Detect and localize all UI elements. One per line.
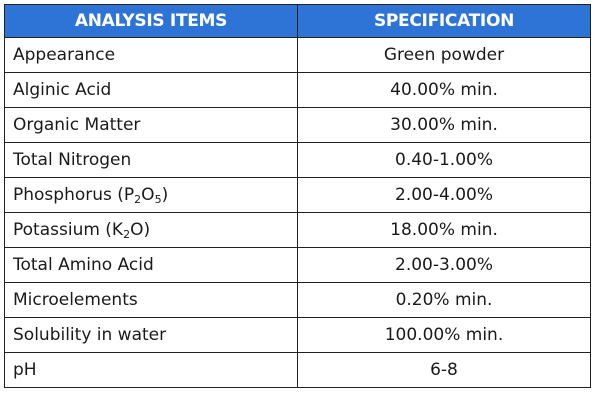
phosphorus-label-b: O xyxy=(141,185,155,205)
table-row: Organic Matter 30.00% min. xyxy=(4,107,591,143)
table-row: Appearance Green powder xyxy=(4,37,591,73)
table-row: Total Nitrogen 0.40-1.00% xyxy=(4,142,591,178)
table-row: Solubility in water 100.00% min. xyxy=(4,317,591,353)
table-row: Phosphorus (P2O5) 2.00-4.00% xyxy=(4,177,591,213)
header-specification: SPECIFICATION xyxy=(297,4,591,38)
row-item-ph: pH xyxy=(4,352,298,388)
row-spec-total-amino-acid: 2.00-3.00% xyxy=(297,247,591,283)
table-header-row: ANALYSIS ITEMS SPECIFICATION xyxy=(4,4,591,38)
row-item-microelements: Microelements xyxy=(4,282,298,318)
row-spec-organic-matter: 30.00% min. xyxy=(297,107,591,143)
table-row: Alginic Acid 40.00% min. xyxy=(4,72,591,108)
row-spec-potassium: 18.00% min. xyxy=(297,212,591,248)
potassium-label-b: O) xyxy=(130,220,151,240)
row-spec-appearance: Green powder xyxy=(297,37,591,73)
table-row: pH 6-8 xyxy=(4,352,591,388)
row-item-alginic-acid: Alginic Acid xyxy=(4,72,298,108)
phosphorus-label-a: Phosphorus (P xyxy=(13,185,135,205)
row-item-total-nitrogen: Total Nitrogen xyxy=(4,142,298,178)
row-spec-total-nitrogen: 0.40-1.00% xyxy=(297,142,591,178)
phosphorus-sub-2: 5 xyxy=(154,193,162,206)
row-spec-alginic-acid: 40.00% min. xyxy=(297,72,591,108)
row-item-phosphorus: Phosphorus (P2O5) xyxy=(4,177,298,213)
table-row: Total Amino Acid 2.00-3.00% xyxy=(4,247,591,283)
phosphorus-label-c: ) xyxy=(161,185,169,205)
row-spec-microelements: 0.20% min. xyxy=(297,282,591,318)
row-item-appearance: Appearance xyxy=(4,37,298,73)
header-analysis-items: ANALYSIS ITEMS xyxy=(4,4,298,38)
row-item-organic-matter: Organic Matter xyxy=(4,107,298,143)
phosphorus-sub-1: 2 xyxy=(134,193,142,206)
potassium-label-a: Potassium (K xyxy=(13,220,124,240)
row-spec-ph: 6-8 xyxy=(297,352,591,388)
row-spec-phosphorus: 2.00-4.00% xyxy=(297,177,591,213)
specification-table: ANALYSIS ITEMS SPECIFICATION Appearance … xyxy=(4,4,591,388)
table-row: Microelements 0.20% min. xyxy=(4,282,591,318)
row-spec-solubility: 100.00% min. xyxy=(297,317,591,353)
row-item-solubility: Solubility in water xyxy=(4,317,298,353)
potassium-sub-1: 2 xyxy=(123,228,131,241)
row-item-potassium: Potassium (K2O) xyxy=(4,212,298,248)
row-item-total-amino-acid: Total Amino Acid xyxy=(4,247,298,283)
table-row: Potassium (K2O) 18.00% min. xyxy=(4,212,591,248)
